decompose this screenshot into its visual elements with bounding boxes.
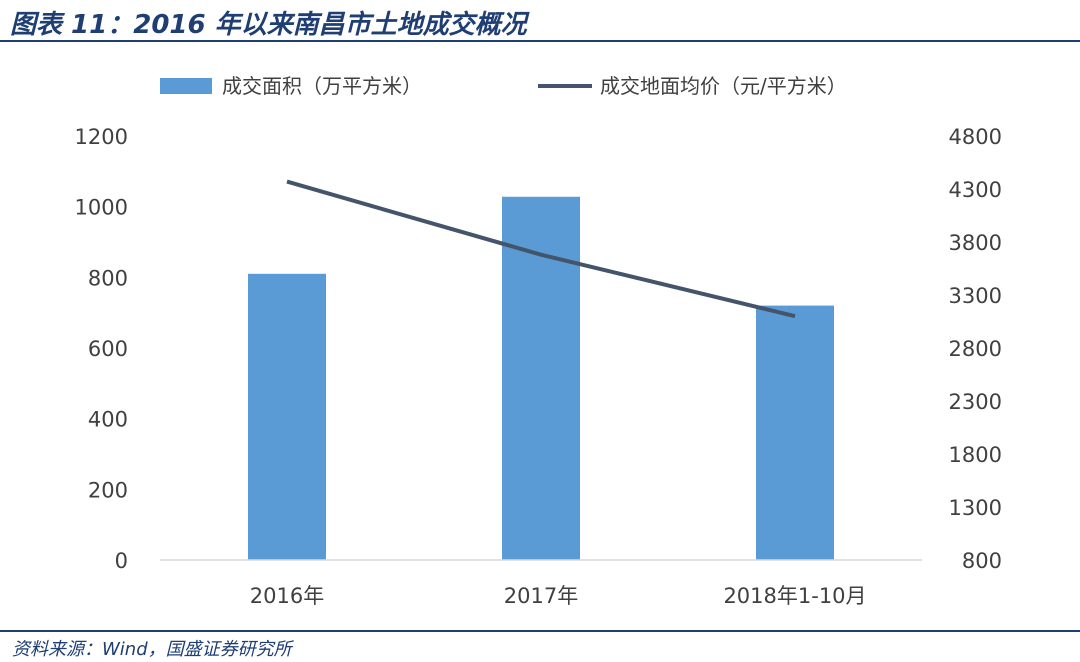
source-rule [0,630,1080,632]
y-right-tick-3: 2300 [949,390,1002,414]
bar-1 [502,196,580,561]
y-right-tick-5: 3300 [949,284,1002,308]
bar-0 [248,273,326,560]
y-right-tick-4: 2800 [949,337,1002,361]
y-left-tick-3: 600 [88,337,128,361]
y-left-tick-0: 0 [115,549,128,573]
y-left-tick-6: 1200 [75,125,128,149]
y-right-tick-2: 1800 [949,443,1002,467]
y-right-tick-7: 4300 [949,178,1002,202]
title-rule [0,40,1080,42]
bar-series [248,196,834,561]
bar-2 [756,305,834,560]
y-axis-left: 0 200 400 600 800 1000 1200 [75,125,128,573]
y-left-tick-5: 1000 [75,196,128,220]
x-tick-1: 2017年 [504,584,578,608]
legend: 成交面积（万平方米） 成交地面均价（元/平方米） [160,74,847,98]
y-right-tick-6: 3800 [949,231,1002,255]
legend-bar-label: 成交面积（万平方米） [222,74,422,98]
chart-title: 图表 11：2016 年以来南昌市土地成交概况 [10,10,527,40]
y-right-tick-1: 1300 [949,496,1002,520]
y-left-tick-1: 200 [88,478,128,502]
x-tick-0: 2016年 [250,584,324,608]
y-axis-right: 800 1300 1800 2300 2800 3300 3800 4300 4800 [949,125,1002,573]
legend-line-label: 成交地面均价（元/平方米） [600,74,847,98]
line-series [286,179,796,319]
y-left-tick-4: 800 [88,266,128,290]
source-note: 资料来源：Wind，国盛证券研究所 [12,639,292,660]
y-right-tick-0: 800 [962,549,1002,573]
y-left-tick-2: 400 [88,408,128,432]
x-tick-labels: 2016年 2017年 2018年1-10月 [250,584,867,608]
x-tick-2: 2018年1-10月 [723,584,866,608]
legend-bar-swatch [160,78,212,94]
y-right-tick-8: 4800 [949,125,1002,149]
combo-chart: 成交面积（万平方米） 成交地面均价（元/平方米） 0 200 400 600 800 10… [75,74,1002,608]
